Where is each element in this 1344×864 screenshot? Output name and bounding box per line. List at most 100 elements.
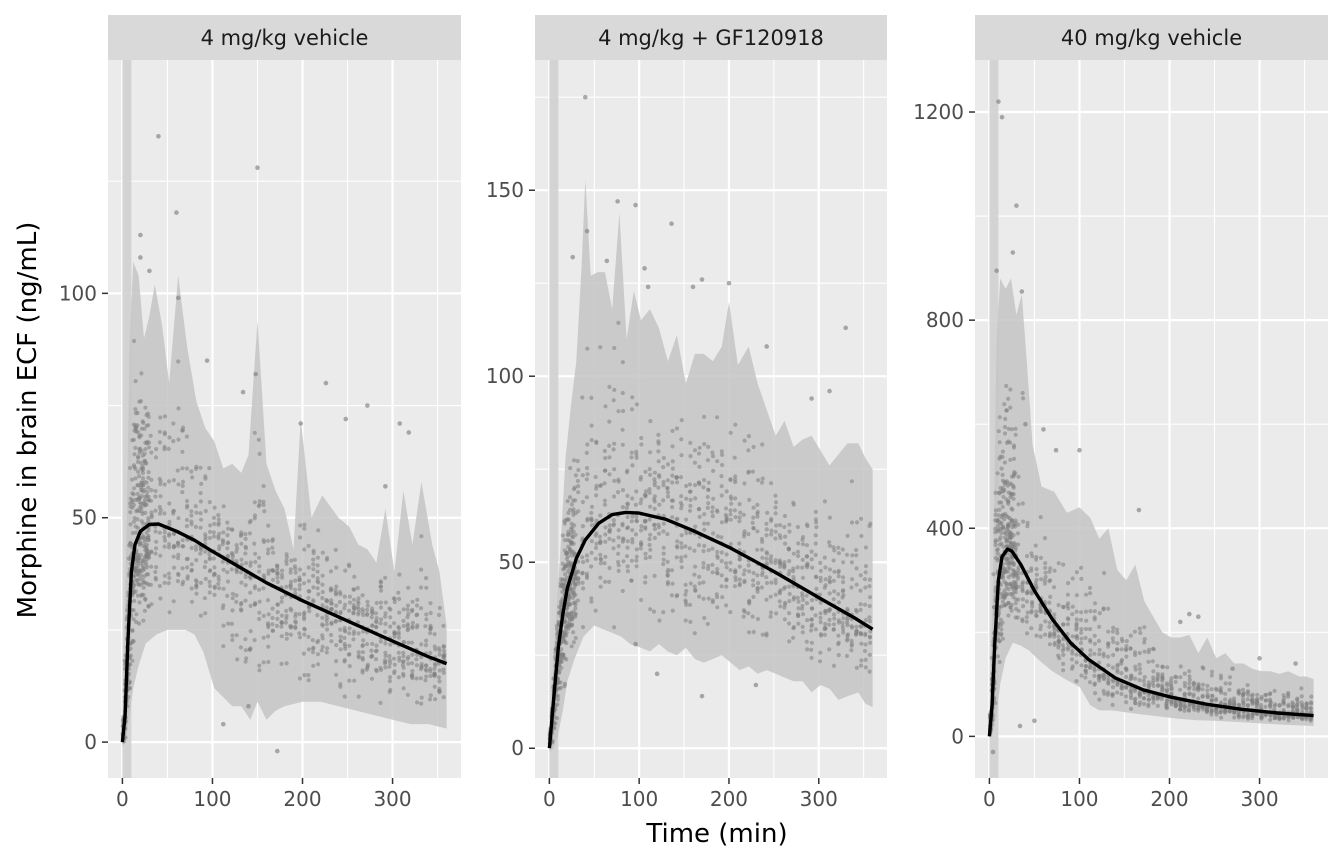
observation-point [208,523,213,528]
observation-point [1021,604,1026,609]
x-tick-label: 200 [710,787,748,811]
observation-point [1300,716,1305,721]
observation-point [773,493,778,498]
observation-point [732,508,738,513]
observation-point [728,541,733,547]
observation-point [679,541,684,546]
observation-point [697,445,702,450]
observation-point [1029,626,1034,631]
observation-point [198,511,203,516]
observation-point [711,468,716,473]
observation-point [1213,698,1219,703]
observation-point [1092,609,1097,614]
observation-point [580,395,585,400]
observation-point [634,554,639,559]
x-tick-label: 100 [193,787,231,811]
observation-point [184,466,189,471]
observation-point [266,612,271,617]
observation-point [1014,203,1019,208]
observation-point [782,524,787,530]
observation-point [329,598,334,603]
observation-point [352,678,357,683]
observation-point [306,543,311,549]
observation-point [221,644,226,649]
observation-point [719,573,724,578]
observation-point [1133,652,1138,658]
observation-point [1065,603,1070,608]
observation-point [844,653,850,659]
observation-point [1245,683,1250,688]
observation-point [1218,673,1223,678]
observation-point [203,549,208,554]
prediction-interval-band [549,179,873,752]
observation-point [338,647,343,652]
observation-point [1241,703,1246,709]
observation-point [611,523,616,528]
observation-point [176,437,181,442]
observation-point [845,633,850,638]
observation-point [1304,705,1309,710]
observation-point [288,570,293,575]
observation-point [796,599,801,604]
observation-point [239,608,244,613]
observation-point [324,599,329,604]
observation-point [859,516,864,521]
observation-point [343,568,348,573]
observation-point [143,405,148,410]
observation-point [571,541,576,546]
observation-point [1083,609,1089,614]
observation-point [1043,619,1048,624]
observation-point [1020,597,1025,602]
observation-point [370,623,375,628]
observation-point [239,541,244,546]
observation-point [212,592,217,598]
observation-point [787,584,792,589]
observation-point [137,600,142,605]
observation-point [750,520,755,526]
observation-point [823,583,828,588]
observation-point [760,573,765,578]
observation-point [702,477,707,483]
observation-point [288,586,293,591]
observation-point [379,667,384,673]
observation-point [598,483,603,489]
observation-point [1281,693,1286,698]
observation-point [813,517,819,522]
observation-point [1186,708,1191,713]
observation-point [733,422,738,427]
observation-point [207,579,212,585]
observation-point [355,604,360,610]
observation-point [198,525,203,530]
observation-point [769,481,774,486]
observation-point [432,671,437,676]
observation-point [235,657,240,662]
observation-point [665,462,671,467]
observation-point [827,515,833,520]
observation-point [238,645,243,650]
observation-point [702,512,707,517]
observation-point [670,466,676,471]
observation-point [1002,588,1007,593]
observation-point [1079,576,1084,582]
observation-point [189,509,194,514]
observation-point [1182,705,1188,710]
observation-point [1029,566,1034,571]
observation-point [162,535,167,540]
observation-point [189,562,194,567]
observation-point [849,624,854,629]
observation-point [573,473,579,478]
observation-point [261,538,266,543]
observation-point [338,634,343,639]
observation-point [378,605,384,610]
observation-point [204,358,210,363]
observation-point [143,510,148,515]
observation-point [787,639,792,644]
observation-point [769,532,774,537]
observation-point [419,642,424,647]
observation-point [397,655,402,660]
observation-point [311,557,316,562]
observation-point [275,575,280,580]
observation-point [751,578,756,583]
observation-point [1223,681,1228,686]
observation-point [1304,701,1309,706]
